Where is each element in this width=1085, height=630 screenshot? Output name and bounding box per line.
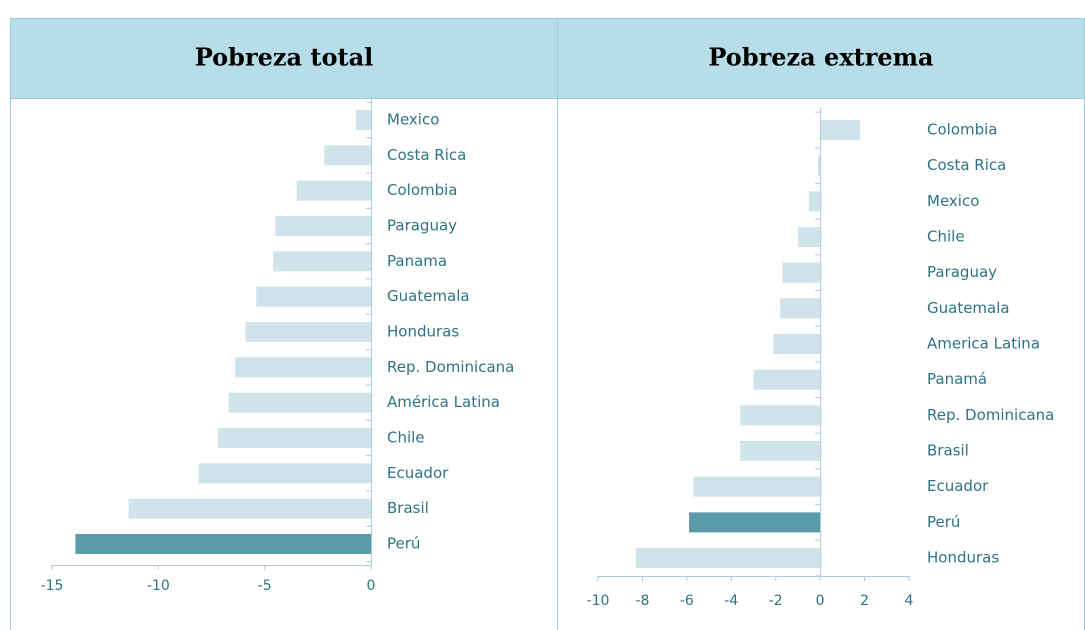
- category-label: Guatemala: [387, 287, 470, 305]
- bar: [256, 286, 371, 307]
- x-tick-label: 0: [816, 593, 825, 609]
- category-label: Honduras: [387, 322, 459, 340]
- bar: [228, 392, 371, 413]
- bar: [324, 145, 371, 166]
- bar: [693, 476, 821, 497]
- category-label: Brasil: [927, 442, 969, 460]
- category-label: America Latina: [927, 335, 1040, 353]
- category-label: Rep. Dominicana: [387, 358, 514, 376]
- x-tick-label: -6: [680, 593, 694, 609]
- category-label: Honduras: [927, 549, 999, 567]
- bar: [234, 357, 371, 378]
- category-label: Panama: [387, 252, 447, 270]
- bar: [128, 498, 371, 519]
- bar: [273, 251, 371, 272]
- category-label: Brasil: [387, 499, 429, 517]
- bar: [740, 441, 821, 462]
- category-label: Paraguay: [387, 216, 457, 234]
- bar: [753, 369, 821, 390]
- bar: [797, 227, 821, 248]
- category-label: Chile: [387, 428, 425, 446]
- category-label: Perú: [927, 513, 960, 531]
- bar: [809, 191, 821, 212]
- x-tick-label: -2: [769, 593, 783, 609]
- category-label: América Latina: [387, 393, 500, 411]
- bar: [635, 548, 821, 569]
- bar: [296, 180, 371, 201]
- category-label: Guatemala: [927, 299, 1010, 317]
- bar: [689, 512, 821, 533]
- category-label: Paraguay: [927, 263, 997, 281]
- bar: [245, 321, 371, 342]
- chart-title: Pobreza total: [195, 43, 374, 72]
- category-label: Costa Rica: [927, 156, 1006, 174]
- category-label: Costa Rica: [387, 146, 466, 164]
- x-tick-label: -8: [635, 593, 649, 609]
- x-tick-label: 4: [905, 593, 914, 609]
- x-tick-label: -4: [724, 593, 738, 609]
- bar: [275, 215, 371, 236]
- category-label: Rep. Dominicana: [927, 406, 1054, 424]
- bar: [75, 533, 371, 554]
- bar: [820, 120, 861, 140]
- category-label: Mexico: [927, 192, 979, 210]
- category-label: Ecuador: [927, 477, 989, 495]
- category-label: Colombia: [927, 121, 998, 139]
- bar: [356, 110, 371, 130]
- bar: [740, 405, 821, 426]
- bar: [198, 463, 371, 484]
- bar: [217, 427, 371, 448]
- x-tick-label: 0: [367, 578, 376, 594]
- x-tick-label: -5: [258, 578, 272, 594]
- bar: [782, 262, 821, 283]
- x-tick-label: -15: [41, 578, 64, 594]
- x-tick-label: 2: [860, 593, 869, 609]
- bar: [780, 298, 821, 319]
- category-label: Colombia: [387, 181, 458, 199]
- chart-title: Pobreza extrema: [708, 43, 933, 72]
- header-background: [10, 18, 1084, 98]
- x-tick-label: -10: [587, 593, 610, 609]
- category-label: Mexico: [387, 111, 439, 129]
- bar: [817, 155, 821, 176]
- bar: [773, 334, 821, 355]
- category-label: Chile: [927, 228, 965, 246]
- x-tick-label: -10: [147, 578, 170, 594]
- category-label: Ecuador: [387, 464, 449, 482]
- category-label: Perú: [387, 534, 420, 552]
- category-label: Panamá: [927, 370, 987, 388]
